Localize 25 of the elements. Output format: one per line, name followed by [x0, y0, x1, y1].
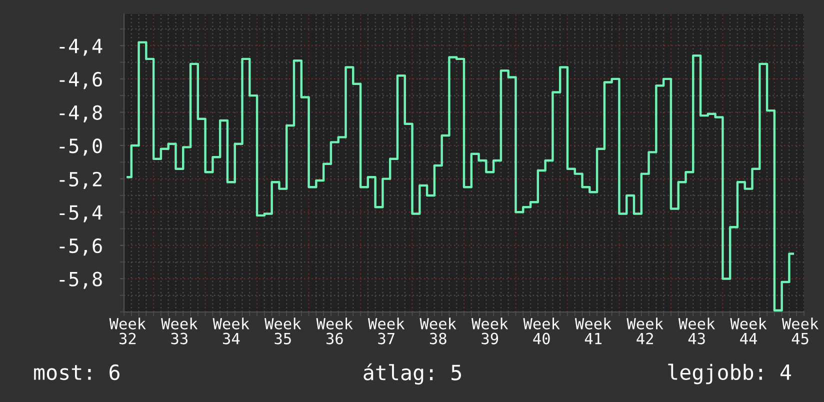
x-tick-label: Week 36 [316, 318, 353, 344]
x-tick-label: Week 35 [264, 318, 302, 344]
y-tick-label: -4,4 [60, 38, 102, 56]
x-tick-label: Week 37 [368, 318, 405, 344]
x-tick-label: Week 43 [678, 318, 715, 344]
y-tick-label: -5,8 [60, 272, 102, 289]
x-tick-label: Week 32 [109, 318, 146, 344]
text: legjobb: 4 [668, 364, 792, 384]
text: most: 6 [34, 364, 120, 380]
y-tick-label: -5,0 [60, 138, 102, 156]
x-tick-label: Week 42 [626, 318, 664, 344]
x-tick-label: Week 38 [420, 318, 456, 344]
y-tick-label: -5,4 [60, 205, 102, 222]
y-tick-label: -4,6 [60, 72, 102, 90]
text: átlag: 5 [364, 363, 462, 385]
x-tick-label: Week 33 [161, 318, 198, 344]
y-tick-label: -4,8 [60, 105, 102, 122]
x-tick-label: Week 39 [471, 318, 508, 344]
x-tick-label: Week 34 [212, 318, 250, 344]
x-tick-label: Week 44 [730, 318, 767, 344]
x-tick-label: Week 45 [782, 318, 818, 344]
y-tick-label: -5,6 [60, 238, 102, 256]
x-tick-label: Week 40 [523, 318, 560, 344]
y-tick-label: -5,2 [60, 172, 102, 189]
x-tick-label: Week 41 [574, 318, 612, 344]
